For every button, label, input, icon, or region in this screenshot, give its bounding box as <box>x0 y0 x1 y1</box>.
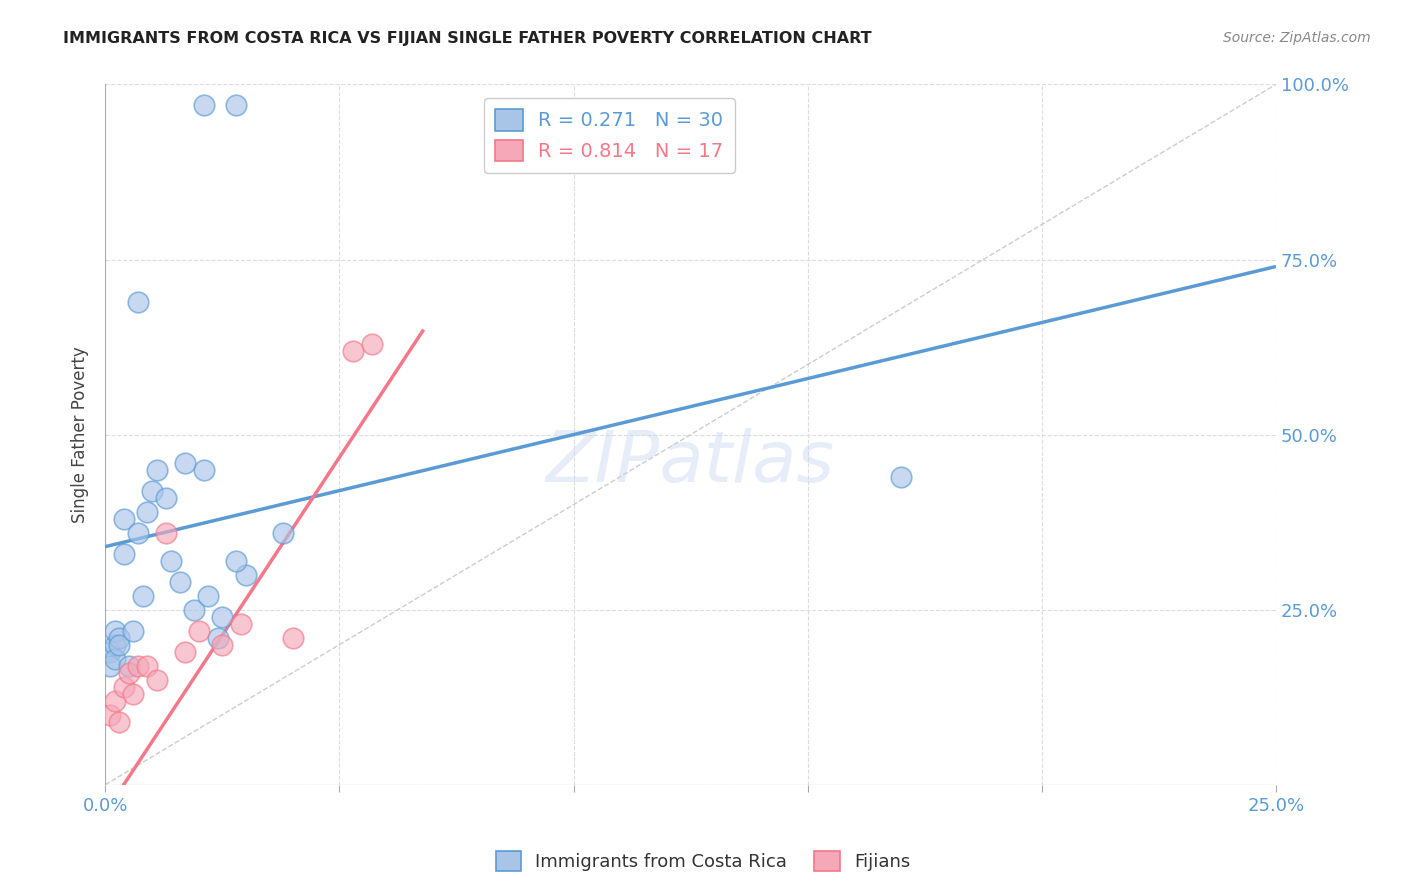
Point <box>98 707 121 722</box>
Point <box>361 336 384 351</box>
Point <box>159 554 181 568</box>
Point <box>117 665 139 680</box>
Point <box>122 624 145 638</box>
Point <box>155 491 177 505</box>
Point <box>108 631 131 645</box>
Point <box>127 658 149 673</box>
Point <box>112 547 135 561</box>
Point <box>117 658 139 673</box>
Point <box>187 624 209 638</box>
Point <box>281 631 304 645</box>
Point <box>193 98 215 112</box>
Point <box>211 609 233 624</box>
Text: ZIPatlas: ZIPatlas <box>546 428 835 497</box>
Point <box>271 525 294 540</box>
Point <box>131 589 153 603</box>
Point <box>193 462 215 476</box>
Point <box>169 574 191 589</box>
Text: IMMIGRANTS FROM COSTA RICA VS FIJIAN SINGLE FATHER POVERTY CORRELATION CHART: IMMIGRANTS FROM COSTA RICA VS FIJIAN SIN… <box>63 31 872 46</box>
Point <box>229 616 252 631</box>
Point <box>155 525 177 540</box>
Point <box>127 525 149 540</box>
Legend: Immigrants from Costa Rica, Fijians: Immigrants from Costa Rica, Fijians <box>488 844 918 879</box>
Point <box>108 714 131 729</box>
Point <box>112 511 135 525</box>
Point <box>103 694 125 708</box>
Point <box>108 638 131 652</box>
Point <box>235 567 257 582</box>
Point <box>225 554 247 568</box>
Legend: R = 0.271   N = 30, R = 0.814   N = 17: R = 0.271 N = 30, R = 0.814 N = 17 <box>484 97 735 173</box>
Point <box>225 98 247 112</box>
Point <box>122 687 145 701</box>
Point <box>136 658 159 673</box>
Point <box>145 673 167 687</box>
Point <box>136 505 159 519</box>
Point <box>890 469 912 483</box>
Text: Source: ZipAtlas.com: Source: ZipAtlas.com <box>1223 31 1371 45</box>
Point <box>141 483 163 498</box>
Point <box>342 343 364 358</box>
Point <box>112 680 135 694</box>
Point <box>98 645 121 659</box>
Point <box>211 638 233 652</box>
Point <box>173 456 195 470</box>
Point <box>103 624 125 638</box>
Point <box>127 294 149 309</box>
Point <box>103 651 125 665</box>
Point <box>207 631 229 645</box>
Y-axis label: Single Father Poverty: Single Father Poverty <box>72 346 89 523</box>
Point <box>197 589 219 603</box>
Point <box>145 462 167 476</box>
Point <box>183 602 205 616</box>
Point <box>98 658 121 673</box>
Point <box>103 638 125 652</box>
Point <box>173 645 195 659</box>
